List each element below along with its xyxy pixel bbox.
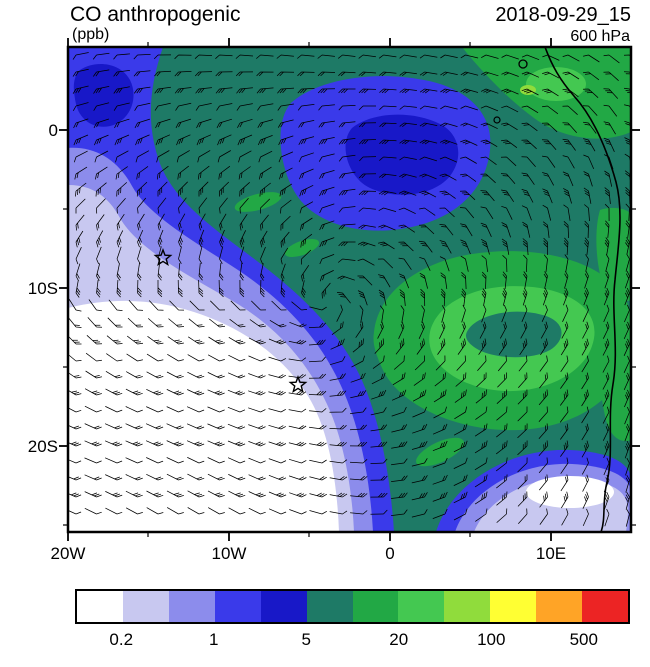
contour-field xyxy=(69,48,630,531)
field-green-swirl-gap xyxy=(466,311,562,358)
colorbar-tick-label: 0.2 xyxy=(109,630,134,649)
colorbar-segment xyxy=(398,591,445,622)
island-outline xyxy=(493,116,501,124)
y-axis-label: 0 xyxy=(48,121,58,140)
y-axis-label: 10S xyxy=(27,279,58,298)
x-axis-label: 20W xyxy=(50,544,86,563)
field-green-streak xyxy=(234,192,282,212)
colorbar-tick-label: 500 xyxy=(569,630,598,649)
colorbar-tick-label: 100 xyxy=(477,630,506,649)
field-topcenter-core xyxy=(345,114,459,195)
colorbar-segment xyxy=(260,591,307,622)
field-topleft-core xyxy=(73,64,134,127)
plot-title: CO anthropogenic xyxy=(70,3,241,26)
colorbar-labels: 0.2 1 5 20 100 500 xyxy=(75,630,630,654)
coastline xyxy=(544,48,621,531)
field-green-streak xyxy=(284,238,320,258)
field-clean-white-region xyxy=(69,300,339,531)
colorbar-segment xyxy=(77,591,123,622)
x-axis-label: 10E xyxy=(535,544,567,563)
colorbar-segment xyxy=(490,591,537,622)
field-coast-green xyxy=(600,343,630,441)
field-coast-green xyxy=(596,207,630,302)
colorbar-tick-label: 1 xyxy=(209,630,219,649)
colorbar-segment xyxy=(536,591,583,622)
colorbar-segment xyxy=(582,591,629,622)
field-topright-light xyxy=(520,85,536,95)
map-frame xyxy=(66,45,633,534)
colorbar-segment xyxy=(214,591,261,622)
y-axis-label: 20S xyxy=(27,437,58,456)
x-axis-label: 10W xyxy=(211,544,247,563)
x-axis-label: 0 xyxy=(385,544,395,563)
colorbar-segment xyxy=(352,591,399,622)
colorbar-segment xyxy=(122,591,169,622)
colorbar-segment xyxy=(168,591,215,622)
axis-ticks xyxy=(59,38,640,541)
colorbar-tick-label: 20 xyxy=(389,630,409,649)
colorbar-tick-label: 5 xyxy=(301,630,311,649)
colorbar-segment xyxy=(306,591,353,622)
wind-barbs xyxy=(69,52,630,527)
wind-barb-strokes xyxy=(69,52,630,527)
colorbar xyxy=(75,589,630,624)
island-outline xyxy=(518,59,528,69)
pressure-level-label: 600 hPa xyxy=(570,28,630,45)
field-green-streak xyxy=(416,437,464,467)
field-bottomright-white xyxy=(526,476,614,508)
datetime-label: 2018-09-29_15 xyxy=(495,4,631,26)
colorbar-segment xyxy=(444,591,491,622)
units-label: (ppb) xyxy=(72,26,110,43)
